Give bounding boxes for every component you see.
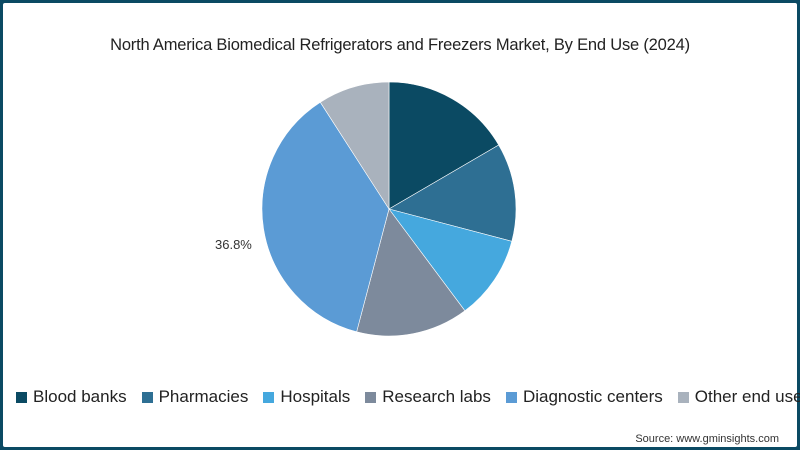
pie-slice-hospitals [388,208,513,312]
legend-item-blood-banks: Blood banks [16,387,127,407]
legend-label: Research labs [382,387,491,406]
legend-swatch-icon [141,391,153,403]
legend-label: Other end users [694,387,800,406]
legend-swatch-icon [16,391,27,403]
pie-slice-blood-banks [388,81,500,210]
legend-item-diagnostic-centers: Diagnostic centers [505,387,663,407]
source-credit: Source: www.gminsights.com [635,433,779,445]
legend: Blood banks Pharmacies Hospitals Researc… [16,387,800,407]
legend-item-hospitals: Hospitals [263,387,350,407]
legend-item-pharmacies: Pharmacies [141,387,249,407]
legend-swatch-icon [263,391,275,403]
legend-label: Pharmacies [158,387,249,406]
legend-swatch-icon [677,391,689,403]
pie-slice-research-labs [356,208,466,337]
data-label-diagnostic-centers: 36.8% [215,237,252,252]
legend-label: Diagnostic centers [522,387,663,406]
chart-title: North America Biomedical Refrigerators a… [110,36,690,54]
pie-slice-diagnostic-centers [261,101,390,333]
legend-label: Hospitals [280,387,351,406]
legend-item-other-end-users: Other end users [677,387,800,407]
legend-swatch-icon [505,391,517,403]
legend-item-research-labs: Research labs [365,387,491,407]
chart-frame: North America Biomedical Refrigerators a… [3,3,800,447]
pie-chart [261,81,517,337]
pie-slice-other-end-users [319,81,390,211]
legend-swatch-icon [365,391,377,403]
legend-label: Blood banks [33,387,127,406]
